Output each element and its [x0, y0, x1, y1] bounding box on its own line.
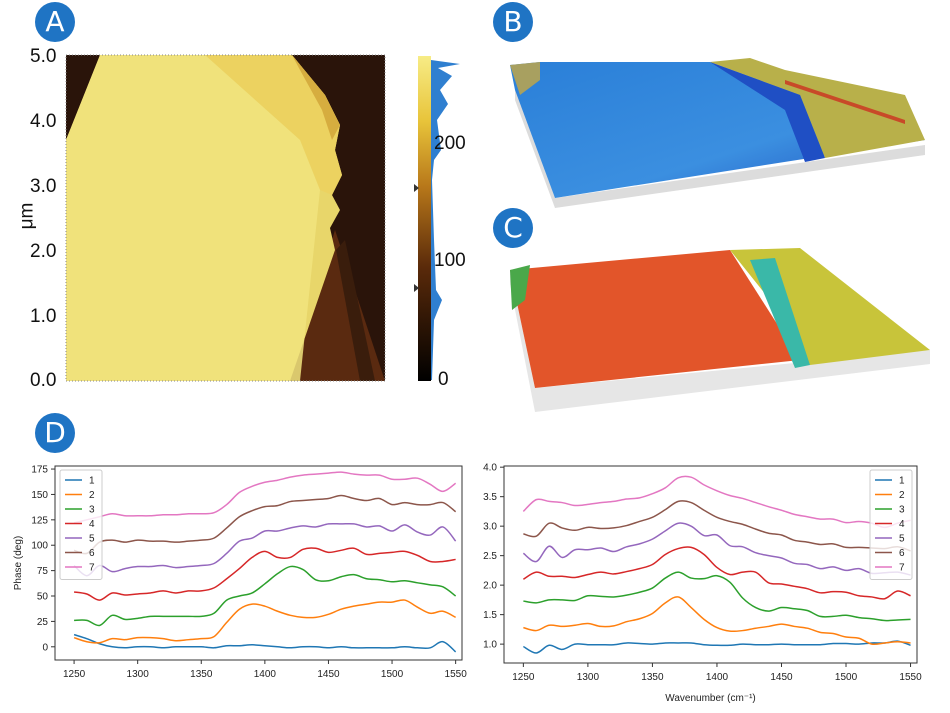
- legend-label: 6: [899, 548, 905, 559]
- x-tick-label: 1500: [381, 669, 404, 680]
- y-tick-label: 3.0: [483, 522, 497, 533]
- series-line-5: [522, 522, 911, 576]
- plot-frame: [503, 465, 918, 664]
- panel-label-c: C: [493, 208, 533, 248]
- y-tick-label: 2.5: [483, 551, 497, 562]
- y-tick-label: 4.0: [483, 463, 497, 474]
- legend-label: 3: [899, 505, 905, 516]
- x-tick-label: 1350: [641, 672, 664, 683]
- x-tick-label: 1350: [190, 669, 213, 680]
- x-tick-label: 1550: [445, 669, 468, 680]
- series-line-3: [74, 565, 457, 627]
- colorbar-marker-upper: [414, 184, 419, 192]
- afm-ytick: 5.0: [30, 46, 57, 67]
- legend-label: 5: [89, 534, 95, 545]
- afm-ytick: 4.0: [30, 111, 57, 132]
- series-line-6: [73, 494, 457, 555]
- colorbar-histogram: [431, 60, 460, 380]
- legend-label: 7: [89, 563, 95, 574]
- y-tick-label: 125: [31, 515, 48, 526]
- panel-label-a: A: [35, 2, 75, 42]
- panel-label-d: D: [35, 413, 75, 453]
- series-line-2: [73, 599, 456, 644]
- legend-label: 4: [89, 519, 95, 530]
- y-tick-label: 100: [31, 541, 48, 552]
- colorbar-tick: 0: [438, 369, 449, 390]
- spectra-charts: 1250 1300 1350 1400 1450 1500 1550025507510012…: [13, 463, 922, 704]
- series-line-1: [522, 640, 911, 654]
- legend-label: 2: [899, 490, 905, 501]
- series-line-3: [523, 571, 911, 622]
- y-tick-label: 25: [37, 617, 49, 628]
- x-tick-label: 1250: [63, 669, 86, 680]
- afm-ylabel: μm: [16, 202, 38, 230]
- y-tick-label: 50: [37, 592, 49, 603]
- legend-label: 1: [89, 476, 95, 487]
- x-tick-label: 1500: [835, 672, 858, 683]
- x-tick-label: 1300: [577, 672, 600, 683]
- y-tick-label: 0: [42, 642, 48, 653]
- legend-label: 3: [89, 505, 95, 516]
- legend-label: 6: [89, 548, 95, 559]
- y-tick-label: 1.0: [483, 640, 497, 651]
- x-axis-label: Wavenumber (cm⁻¹): [665, 693, 755, 704]
- y-tick-label: 75: [37, 566, 49, 577]
- series-line-7: [73, 471, 457, 524]
- colorbar-tick: 100: [434, 250, 466, 271]
- series-line-6: [523, 500, 911, 552]
- afm-ytick: 0.0: [30, 370, 57, 391]
- phase-3d-render: [510, 248, 930, 412]
- legend-label: 2: [89, 490, 95, 501]
- afm-map: [65, 54, 460, 382]
- y-tick-label: 175: [31, 465, 48, 476]
- colorbar: [418, 56, 431, 381]
- map-frame: [65, 54, 386, 382]
- x-tick-label: 1550: [899, 672, 922, 683]
- x-tick-label: 1300: [127, 669, 150, 680]
- series-line-4: [73, 547, 456, 601]
- colorbar-tick: 200: [434, 133, 466, 154]
- series-line-1: [73, 633, 457, 653]
- afm-ytick: 1.0: [30, 306, 57, 327]
- legend-label: 5: [899, 534, 905, 545]
- topography-3d-render: [510, 58, 925, 208]
- x-tick-label: 1400: [254, 669, 277, 680]
- y-tick-label: 3.5: [483, 492, 497, 503]
- y-tick-label: 150: [31, 490, 48, 501]
- series-line-2: [523, 596, 911, 646]
- y-tick-label: 2.0: [483, 581, 497, 592]
- series-line-4: [522, 546, 911, 600]
- legend-box: [59, 469, 103, 580]
- x-tick-label: 1250: [512, 672, 535, 683]
- plot-frame: [54, 465, 463, 661]
- legend-label: 4: [899, 519, 905, 530]
- afm-ytick: 3.0: [30, 176, 57, 197]
- series-line-7: [522, 475, 911, 529]
- afm-ytick: 2.0: [30, 241, 57, 262]
- x-tick-label: 1450: [317, 669, 340, 680]
- colorbar-marker-lower: [414, 284, 419, 292]
- y-tick-label: 1.5: [483, 610, 497, 621]
- legend-label: 1: [899, 476, 905, 487]
- series-line-5: [73, 522, 457, 577]
- y-axis-label: Phase (deg): [13, 536, 24, 590]
- legend-box: [869, 469, 913, 580]
- legend-label: 7: [899, 563, 905, 574]
- x-tick-label: 1450: [770, 672, 793, 683]
- x-tick-label: 1400: [706, 672, 729, 683]
- panel-label-b: B: [493, 2, 533, 42]
